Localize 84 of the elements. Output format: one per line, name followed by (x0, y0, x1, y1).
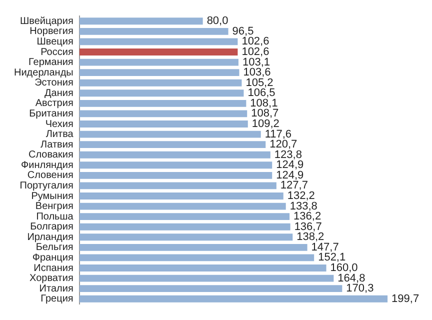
bar (79, 79, 242, 86)
data-label: 170,3 (346, 282, 374, 295)
data-label: 108,7 (251, 108, 279, 120)
y-tick-label: Италия (39, 283, 74, 294)
data-label: 117,6 (264, 128, 292, 140)
bar (79, 182, 276, 190)
y-tick-label: Испания (34, 262, 74, 274)
bar (79, 130, 261, 138)
data-label: 132,2 (287, 190, 315, 202)
data-label: 160,0 (330, 262, 358, 274)
y-tick-label: Латвия (40, 139, 74, 150)
bar (79, 120, 248, 128)
data-label: 136,2 (294, 210, 322, 223)
bar (79, 223, 290, 230)
bar (79, 90, 244, 97)
data-label: 123,8 (274, 148, 302, 161)
bar (79, 172, 272, 179)
bar (79, 192, 284, 200)
y-tick-label: Словакия (28, 150, 74, 161)
y-tick-label: Словения (27, 170, 74, 182)
data-label: 102,6 (242, 46, 270, 58)
y-tick-label: Эстония (34, 78, 74, 89)
data-label: 105,2 (246, 76, 274, 89)
y-tick-label: Чехия (45, 118, 74, 130)
bar (79, 141, 266, 148)
bar (79, 202, 286, 210)
bar (79, 58, 238, 66)
bar (79, 295, 388, 302)
y-tick-label: Швеция (36, 36, 74, 48)
data-label: 127,7 (280, 180, 308, 192)
data-label: 102,6 (242, 36, 270, 48)
data-label: 80,0 (206, 15, 228, 28)
bar (79, 254, 314, 262)
bar (79, 48, 238, 56)
y-tick-label: Ирландия (27, 232, 74, 243)
bar (79, 28, 228, 35)
y-tick-label: Португалия (20, 180, 74, 192)
data-label: 136,7 (294, 220, 322, 233)
bar (79, 162, 272, 169)
y-tick-label: Румыния (31, 190, 74, 202)
data-label: 147,7 (311, 241, 339, 254)
y-tick-label: Болгария (30, 222, 74, 233)
y-tick-label: Россия (40, 46, 74, 58)
y-tick-label: Греция (40, 294, 74, 305)
data-label: 109,2 (252, 118, 280, 130)
y-tick-label: Дания (44, 88, 74, 99)
y-tick-label: Бельгия (36, 242, 74, 254)
bar (79, 151, 270, 158)
data-label: 133,8 (290, 200, 318, 212)
y-tick-label: Британия (29, 108, 74, 120)
data-label: 164,8 (338, 272, 366, 284)
y-tick-label: Нидерланды (14, 67, 74, 78)
data-label: 124,9 (276, 169, 304, 182)
data-label: 106,5 (248, 87, 276, 100)
y-tick-label: Хорватия (30, 273, 74, 284)
bar (79, 274, 334, 282)
data-label: 199,7 (392, 292, 420, 305)
bar (79, 285, 342, 292)
data-label: 138,2 (296, 231, 324, 244)
bar (79, 264, 326, 272)
bar (79, 244, 308, 251)
data-label: 124,9 (276, 159, 304, 172)
y-tick-label: Норвегия (30, 26, 74, 38)
y-tick-label: Швейцария (20, 16, 74, 27)
bar (79, 18, 203, 25)
y-tick-label: Венгрия (35, 201, 74, 212)
y-tick-label: Франция (32, 252, 74, 264)
data-label: 103,6 (243, 66, 271, 79)
y-tick-label: Германия (28, 57, 74, 68)
data-label: 120,7 (270, 138, 298, 151)
data-label: 108,1 (250, 97, 278, 110)
bar (79, 110, 248, 118)
y-tick-label: Литва (46, 129, 74, 140)
bar (79, 213, 290, 220)
bar (79, 38, 238, 46)
data-label: 96,5 (232, 25, 254, 38)
y-tick-label: Польша (36, 211, 74, 222)
bar (79, 100, 246, 107)
data-label: 103,1 (242, 56, 270, 68)
y-tick-label: Финляндия (21, 160, 74, 171)
bar (79, 69, 240, 76)
y-tick-label: Австрия (35, 98, 74, 110)
bar (79, 234, 293, 241)
data-label: 152,1 (318, 252, 346, 264)
